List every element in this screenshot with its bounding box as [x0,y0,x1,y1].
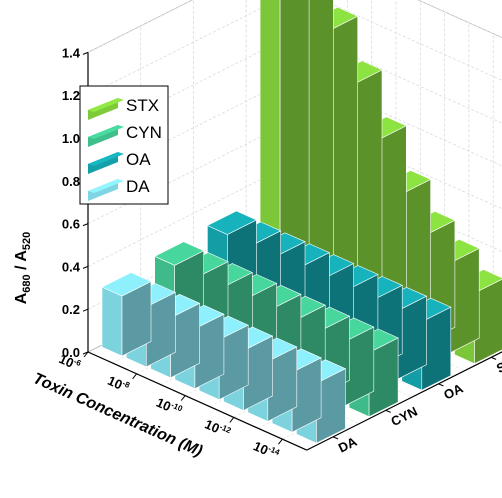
legend-label: STX [126,96,159,115]
chart-bars [101,0,502,444]
legend-label: DA [126,177,150,196]
y-tick-label: 0.8 [62,174,80,189]
y-tick-label: 1.2 [62,88,80,103]
x-axis-line [87,351,307,451]
legend-item-oa: OA [88,150,151,174]
toxin-tick-mark [332,436,339,440]
y-tick-label: 0.6 [62,217,80,232]
x-tick-mark [229,417,235,423]
y-tick-label: 1.4 [62,45,81,60]
y-tick-label: 1.0 [62,131,80,146]
toxin-label-cyn: CYN [389,404,420,430]
legend-item-cyn: CYN [88,123,162,147]
legend-box [79,85,169,205]
y-tick-label: 0.0 [62,345,80,360]
toxin-label-oa: OA [441,380,466,402]
gridline-height [87,0,502,53]
chart-legend: STX CYN OA DA [79,85,169,205]
y-tick-mark [82,51,89,55]
legend-label: OA [126,150,151,169]
y-tick-mark [82,265,89,269]
x-tick-mark [132,373,137,380]
toxin-label-da: DA [336,434,360,456]
bar-stx-0 [259,0,310,277]
y-axis-label: A680 / A520 [13,232,33,305]
x-tick-label: 10-14 [251,438,281,463]
y-tick-label: 0.4 [62,259,81,274]
legend-item-da: DA [88,177,150,201]
x-tick-mark [83,351,89,358]
x-tick-label: 10-10 [154,395,184,420]
bar-da-0 [101,272,152,357]
toxin-tick-mark [385,409,391,413]
y-tick-mark [82,223,89,227]
toxin-tick-mark [438,383,444,387]
x-tick-mark [278,438,283,445]
legend-label: CYN [126,123,162,142]
x-tick-label: 10-12 [203,416,233,441]
x-tick-label: 10-6 [57,351,83,374]
toxin-axis-line [306,351,502,451]
y-tick-mark [82,308,89,312]
x-tick-mark [180,395,186,401]
y-tick-label: 0.2 [62,302,80,317]
toxin-label-stx: STX [494,351,502,376]
legend-item-stx: STX [88,96,159,120]
toxin-tick-mark [490,356,497,360]
x-tick-label: 10-8 [105,373,131,396]
